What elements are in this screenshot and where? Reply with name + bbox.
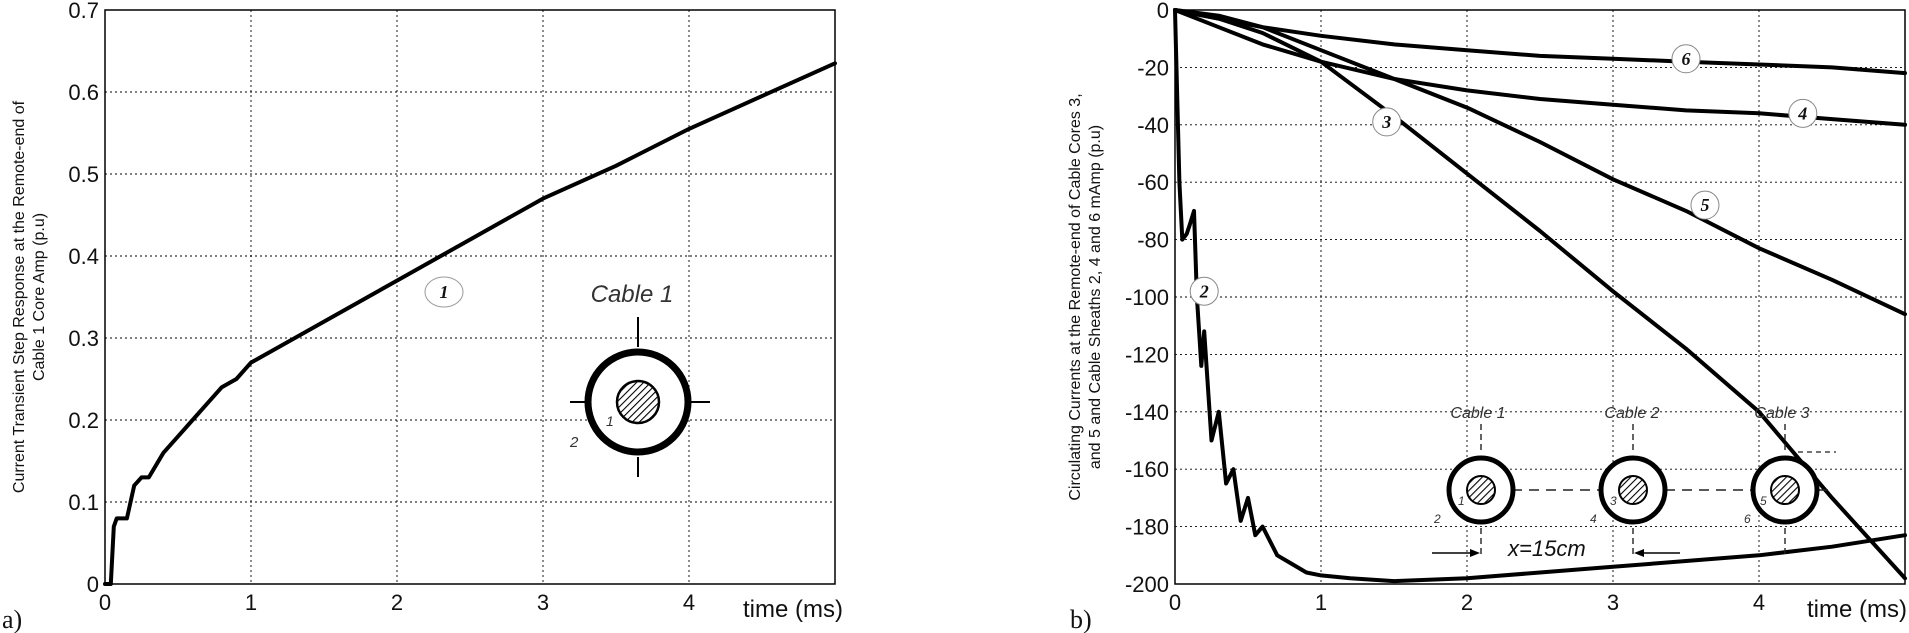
chart-a-ytick-label: 0.4 xyxy=(68,244,99,269)
chart-b-frame xyxy=(1174,9,1906,585)
chart-a-ytick-label: 0.5 xyxy=(68,162,99,187)
chart-a-xtick-label: 4 xyxy=(683,590,695,615)
inset-b-cable3-title: Cable 3 xyxy=(1754,405,1809,422)
inset-a-title: Cable 1 xyxy=(591,281,674,308)
chart-b-ytick-label: -140 xyxy=(1125,400,1169,425)
chart-b-grid xyxy=(1175,10,1905,584)
chart-a-xtick-label: 3 xyxy=(537,590,549,615)
inset-b-sheath4-label: 4 xyxy=(1590,512,1597,526)
chart-b-ytick-label: -60 xyxy=(1137,170,1169,195)
inset-b-sheath6-label: 6 xyxy=(1744,512,1751,526)
chart-b-xlabel: time (ms) xyxy=(1807,596,1907,623)
chart-b-ytick-label: -80 xyxy=(1137,228,1169,253)
chart-a-series-1-line xyxy=(103,61,837,586)
inset-a-sheath-label: 2 xyxy=(569,434,579,451)
chart-a-xtick-label: 0 xyxy=(99,590,111,615)
inset-b-core5-label: 5 xyxy=(1760,494,1767,508)
inset-b-cable1-core xyxy=(1466,475,1496,505)
chart-a-ytick-label: 0.1 xyxy=(68,490,99,515)
chart-b-ytick-label: -40 xyxy=(1137,113,1169,138)
chart-b-ytick-label: -20 xyxy=(1137,55,1169,80)
chart-a-xtick-label: 2 xyxy=(391,590,403,615)
chart-b-ytick-label: -100 xyxy=(1125,285,1169,310)
chart-b-ytick-label: -180 xyxy=(1125,515,1169,540)
chart-b-series-4-label: 4 xyxy=(1797,103,1807,123)
chart-a-ytick-label: 0.7 xyxy=(68,0,99,23)
chart-a-ylabel-line2: Cable 1 Core Amp (p.u) xyxy=(31,213,48,381)
chart-b-xtick-label: 1 xyxy=(1315,590,1327,615)
chart-b-series-3-label: 3 xyxy=(1381,112,1391,132)
chart-b-series-4-badge: 4 xyxy=(1788,98,1818,128)
chart-b-xtick-label: 0 xyxy=(1169,590,1181,615)
chart-a-xlabel: time (ms) xyxy=(743,596,843,623)
chart-b-ytick-label: -120 xyxy=(1125,342,1169,367)
chart-a-series xyxy=(103,61,837,586)
inset-b-core1-label: 1 xyxy=(1458,494,1465,508)
inset-a-core-label: 1 xyxy=(606,413,614,429)
chart-b-xtick-label: 4 xyxy=(1753,590,1765,615)
chart-a-xtick-label: 1 xyxy=(245,590,257,615)
chart-b-ylabel-line2: and 5 and Cable Sheaths 2, 4 and 6 mAmp … xyxy=(1087,125,1104,469)
chart-a-ylabel-line1: Current Transient Step Response at the R… xyxy=(11,100,28,493)
chart-b-xtick-label: 3 xyxy=(1607,590,1619,615)
inset-b-spacing-label: x=15cm xyxy=(1507,536,1586,561)
inset-b-cable3-core xyxy=(1770,475,1800,505)
inset-b-cable1-title: Cable 1 xyxy=(1450,405,1505,422)
chart-a-frame xyxy=(104,9,836,585)
chart-b-series-6-line xyxy=(1173,8,1907,76)
chart-b-badges: 2 3 4 5 6 xyxy=(1189,44,1818,306)
chart-b-ytick-label: 0 xyxy=(1157,0,1169,23)
chart-a-ytick-label: 0.2 xyxy=(68,408,99,433)
chart-a-ytick-label: 0.3 xyxy=(68,326,99,351)
inset-b-cable2-core xyxy=(1618,475,1648,505)
chart-b-series-4-line xyxy=(1173,8,1907,127)
inset-a-core xyxy=(615,379,661,425)
chart-b-series-2-line xyxy=(1173,8,1907,584)
chart-b-ticks: 0 1 2 3 40-20-40-60-80-100-120-140-160-180-2… xyxy=(1125,0,1765,615)
chart-b-ylabel-line1: Circulating Currents at the Remote-end o… xyxy=(1067,93,1084,500)
inset-b-sheath2-label: 2 xyxy=(1433,512,1441,526)
chart-b-series-6-label: 6 xyxy=(1682,49,1691,69)
chart-b-inset: Cable 1 1 2 Cable 2 3 4 Cable 3 5 6 x=15… xyxy=(1432,405,1836,561)
chart-b-series xyxy=(1173,8,1907,584)
inset-b-core3-label: 3 xyxy=(1610,494,1617,508)
chart-b-series-5-badge: 5 xyxy=(1690,190,1720,220)
chart-b-ytick-label: -200 xyxy=(1125,572,1169,597)
inset-b-cable2-title: Cable 2 xyxy=(1604,405,1659,422)
chart-b-series-6-badge: 6 xyxy=(1671,44,1701,74)
panel-a-label: a) xyxy=(2,605,22,633)
chart-b-series-5-label: 5 xyxy=(1700,195,1709,215)
chart-b-series-3-badge: 3 xyxy=(1372,107,1402,137)
chart-b-xtick-label: 2 xyxy=(1461,590,1473,615)
chart-a-ytick-label: 0 xyxy=(87,572,99,597)
chart-b-series-2-label: 2 xyxy=(1199,281,1209,301)
chart-a-inset: Cable 1 1 2 xyxy=(569,281,710,477)
panel-b-label: b) xyxy=(1070,605,1092,633)
chart-a-grid xyxy=(105,10,835,584)
chart-a-series-1-label: 1 xyxy=(440,282,449,302)
chart-b-series-3-line xyxy=(1173,8,1907,581)
chart-b-ytick-label: -160 xyxy=(1125,457,1169,482)
chart-a-ytick-label: 0.6 xyxy=(68,80,99,105)
chart-a-series-1-badge: 1 xyxy=(424,276,464,308)
chart-b-series-2-badge: 2 xyxy=(1189,276,1219,306)
chart-a-ticks: 0 1 2 3 4 0 0.1 0.2 0.3 0.4 0.5 0.6 0.7 xyxy=(68,0,695,615)
